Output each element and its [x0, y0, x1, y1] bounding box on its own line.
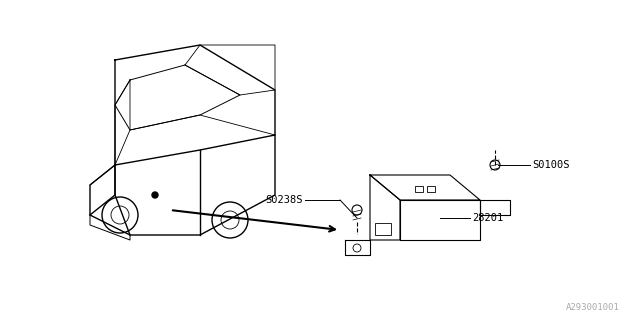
Text: S0238S: S0238S [266, 195, 303, 205]
Bar [427, 186, 435, 192]
Bar [375, 223, 391, 235]
Circle shape [152, 192, 158, 198]
Text: 28201: 28201 [472, 213, 503, 223]
Bar [415, 186, 423, 192]
Text: S0100S: S0100S [532, 160, 570, 170]
Text: A293001001: A293001001 [566, 303, 620, 312]
